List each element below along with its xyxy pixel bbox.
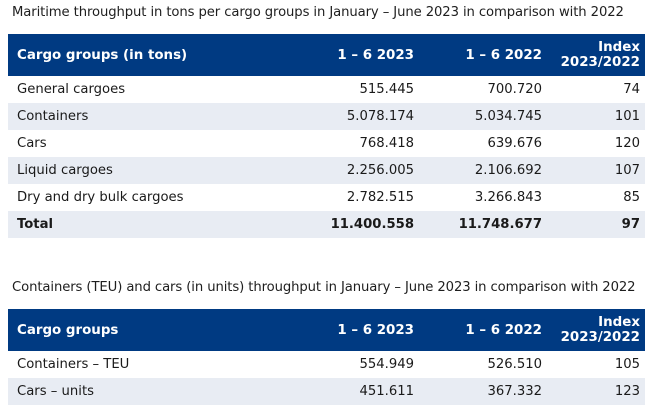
row-label: Cars – units xyxy=(8,378,298,405)
table-row: General cargoes 515.445 700.720 74 xyxy=(8,76,645,103)
total-row: Total 11.400.558 11.748.677 97 xyxy=(8,211,645,238)
table-row: Cars – units 451.611 367.332 123 xyxy=(8,378,645,405)
value-2022: 5.034.745 xyxy=(420,103,548,130)
row-label: General cargoes xyxy=(8,76,298,103)
table-row: Cars 768.418 639.676 120 xyxy=(8,130,645,157)
header-index: Index 2023/2022 xyxy=(548,34,645,76)
value-2023: 5.078.174 xyxy=(298,103,420,130)
table-row: Containers 5.078.174 5.034.745 101 xyxy=(8,103,645,130)
value-index: 85 xyxy=(548,184,645,211)
row-label: Dry and dry bulk cargoes xyxy=(8,184,298,211)
table-header-row: Cargo groups (in tons) 1 – 6 2023 1 – 6 … xyxy=(8,34,645,76)
row-label: Liquid cargoes xyxy=(8,157,298,184)
total-label: Total xyxy=(8,211,298,238)
value-index: 120 xyxy=(548,130,645,157)
value-2022: 367.332 xyxy=(420,378,548,405)
value-2023: 768.418 xyxy=(298,130,420,157)
value-index: 105 xyxy=(548,351,645,378)
table-row: Dry and dry bulk cargoes 2.782.515 3.266… xyxy=(8,184,645,211)
value-2022: 3.266.843 xyxy=(420,184,548,211)
value-2022: 526.510 xyxy=(420,351,548,378)
value-2023: 515.445 xyxy=(298,76,420,103)
total-index: 97 xyxy=(548,211,645,238)
total-2022: 11.748.677 xyxy=(420,211,548,238)
maritime-throughput-table: Cargo groups (in tons) 1 – 6 2023 1 – 6 … xyxy=(8,34,645,238)
table1-caption: Maritime throughput in tons per cargo gr… xyxy=(12,5,624,20)
table-row: Containers – TEU 554.949 526.510 105 xyxy=(8,351,645,378)
value-index: 74 xyxy=(548,76,645,103)
header-2022: 1 – 6 2022 xyxy=(420,34,548,76)
total-2023: 11.400.558 xyxy=(298,211,420,238)
value-index: 107 xyxy=(548,157,645,184)
header-index-line2: 2023/2022 xyxy=(560,55,640,70)
header-index-line1: Index xyxy=(598,315,640,330)
value-2023: 451.611 xyxy=(298,378,420,405)
row-label: Containers – TEU xyxy=(8,351,298,378)
row-label: Cars xyxy=(8,130,298,157)
header-2022: 1 – 6 2022 xyxy=(420,309,548,351)
header-cargo-groups: Cargo groups xyxy=(8,309,298,351)
value-index: 123 xyxy=(548,378,645,405)
header-index-line1: Index xyxy=(598,40,640,55)
value-index: 101 xyxy=(548,103,645,130)
value-2022: 2.106.692 xyxy=(420,157,548,184)
header-2023: 1 – 6 2023 xyxy=(298,309,420,351)
teu-cars-throughput-table: Cargo groups 1 – 6 2023 1 – 6 2022 Index… xyxy=(8,309,645,405)
header-2023: 1 – 6 2023 xyxy=(298,34,420,76)
header-index-line2: 2023/2022 xyxy=(560,330,640,345)
value-2023: 554.949 xyxy=(298,351,420,378)
table-row: Liquid cargoes 2.256.005 2.106.692 107 xyxy=(8,157,645,184)
table-header-row: Cargo groups 1 – 6 2023 1 – 6 2022 Index… xyxy=(8,309,645,351)
row-label: Containers xyxy=(8,103,298,130)
value-2022: 639.676 xyxy=(420,130,548,157)
header-index: Index 2023/2022 xyxy=(548,309,645,351)
value-2023: 2.256.005 xyxy=(298,157,420,184)
header-cargo-groups: Cargo groups (in tons) xyxy=(8,34,298,76)
value-2022: 700.720 xyxy=(420,76,548,103)
value-2023: 2.782.515 xyxy=(298,184,420,211)
table2-caption: Containers (TEU) and cars (in units) thr… xyxy=(12,280,636,295)
